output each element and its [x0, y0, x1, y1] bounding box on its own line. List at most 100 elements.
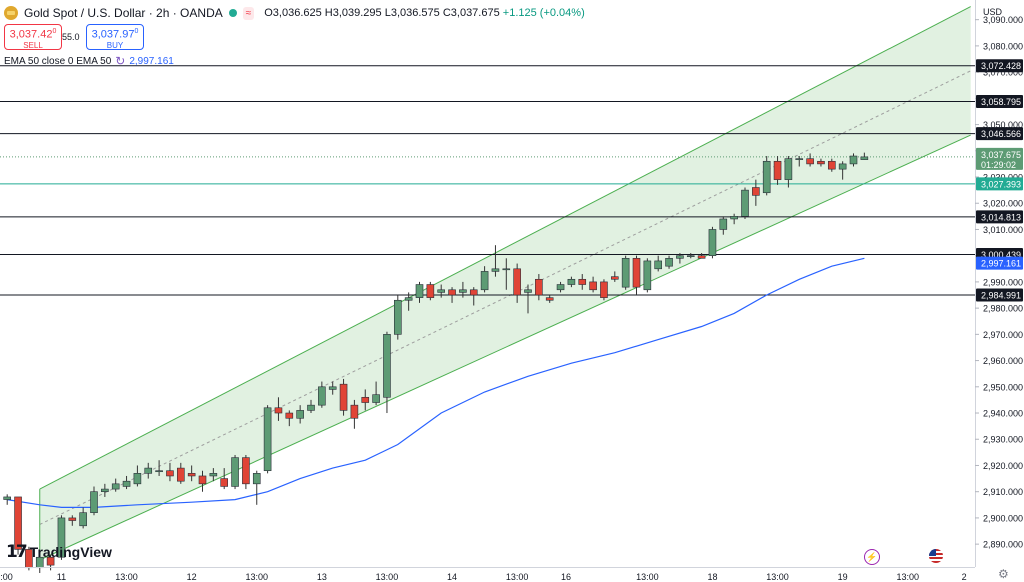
candle-body [415, 284, 424, 298]
candle-body [3, 496, 12, 500]
candle-body [643, 260, 652, 291]
buy-price: 3,037.970 [91, 28, 139, 41]
candle-body [491, 268, 500, 272]
candle-body [101, 488, 109, 492]
candle-body [14, 496, 22, 550]
candle-body [166, 470, 174, 477]
candle-body [665, 258, 673, 267]
candle-body [610, 276, 619, 280]
flash-event-icon[interactable]: ⚡ [864, 549, 880, 565]
candle-body [350, 404, 359, 419]
candle-body [263, 407, 272, 472]
tradingview-logo-icon: 17 [6, 542, 28, 562]
candle-body [242, 457, 250, 485]
us-flag-icon[interactable] [929, 549, 943, 563]
y-tick-label: 2,910.000 [983, 487, 1023, 497]
x-tick-label: 13:00 [896, 572, 919, 582]
y-tick-label: 2,920.000 [983, 461, 1023, 471]
candle-body [784, 158, 793, 180]
candle-body [437, 289, 446, 293]
x-tick-label: 13:00 [636, 572, 659, 582]
candle-body [654, 260, 663, 270]
candle-body [817, 160, 825, 165]
candle-body [296, 410, 304, 419]
channel-upper-line [39, 6, 971, 490]
y-tick-label: 2,980.000 [983, 304, 1023, 314]
y-tick-label: 3,020.000 [983, 199, 1023, 209]
symbol-header[interactable]: Gold Spot / U.S. Dollar · 2h · OANDA ≈ O… [4, 4, 585, 22]
y-tick-label: 3,090.000 [983, 15, 1023, 25]
candle-body [274, 407, 283, 414]
candle-body [838, 163, 847, 170]
candle-body [328, 386, 337, 390]
candle-body [285, 412, 294, 419]
sell-price: 3,037.420 [9, 28, 57, 41]
candle-body [708, 229, 717, 256]
price-label: 2,997.161 [981, 259, 1021, 269]
candle-body [730, 216, 738, 220]
buy-label: BUY [106, 40, 124, 50]
ohlc-values: O3,036.625 H3,039.295 L3,036.575 C3,037.… [264, 7, 585, 19]
buy-button[interactable]: 3,037.970 BUY [86, 24, 144, 50]
candle-body [762, 160, 771, 194]
price-label: 3,000.439 [981, 250, 1021, 260]
y-tick-label: 3,010.000 [983, 225, 1023, 235]
channel-lower-line [39, 134, 971, 561]
current-price-label: 3,037.675 [981, 150, 1021, 160]
y-tick-label: 2,950.000 [983, 382, 1023, 392]
price-label: 3,046.566 [981, 129, 1021, 139]
price-label-bg [976, 127, 1023, 141]
candle-body [79, 512, 87, 527]
candle-body [578, 278, 587, 285]
x-tick-label: 13:00 [376, 572, 399, 582]
tradingview-logo[interactable]: 17 TradingView [6, 542, 112, 562]
candle-body [404, 297, 413, 301]
y-tick-label: 2,940.000 [983, 409, 1023, 419]
price-label-bg [976, 94, 1023, 108]
candle-body [209, 473, 218, 477]
wave-icon[interactable]: ≈ [242, 6, 255, 20]
candle-body [133, 473, 142, 485]
candle-body [524, 289, 532, 293]
candle-body [231, 457, 239, 487]
candle-body [198, 475, 207, 485]
candle-body [372, 394, 380, 403]
candle-body [741, 189, 749, 217]
sell-button[interactable]: 3,037.420 SELL [4, 24, 62, 50]
candle-body [860, 156, 869, 160]
candle-body [806, 158, 814, 165]
candle-body [144, 467, 153, 474]
loading-icon: ↻ [115, 54, 126, 68]
y-tick-label: 3,070.000 [983, 68, 1023, 78]
candle-body [90, 491, 98, 513]
candle-body [426, 284, 435, 298]
x-tick-label: 13 [317, 572, 327, 582]
x-tick-label: 19 [838, 572, 848, 582]
candle-body [155, 470, 163, 473]
symbol-title[interactable]: Gold Spot / U.S. Dollar · 2h · OANDA [24, 6, 223, 20]
price-label: 3,072.428 [981, 61, 1021, 71]
candle-body [448, 289, 456, 296]
x-tick-label: 13:00 [115, 572, 138, 582]
price-label-bg [976, 210, 1023, 224]
candle-body [252, 473, 261, 485]
channel-layer [39, 6, 971, 561]
y-tick-label: 2,960.000 [983, 356, 1023, 366]
candle-body [556, 284, 565, 291]
x-tick-label: 12 [187, 572, 197, 582]
candles-layer [3, 152, 869, 573]
y-tick-label: 2,990.000 [983, 277, 1023, 287]
ema-legend[interactable]: EMA 50 close 0 EMA 50 ↻ 2,997.161 [4, 54, 174, 68]
price-label-bg [976, 59, 1023, 73]
price-label: 3,027.393 [981, 179, 1021, 189]
channel-mid-line [39, 70, 971, 525]
y-tick-label: 2,970.000 [983, 330, 1023, 340]
gear-icon[interactable]: ⚙ [998, 567, 1009, 581]
candle-body [68, 517, 77, 521]
candle-body [393, 299, 402, 335]
gold-icon [4, 6, 18, 20]
candle-body [849, 155, 858, 165]
currency-label[interactable]: USD [982, 7, 1002, 17]
candle-body [122, 480, 131, 487]
